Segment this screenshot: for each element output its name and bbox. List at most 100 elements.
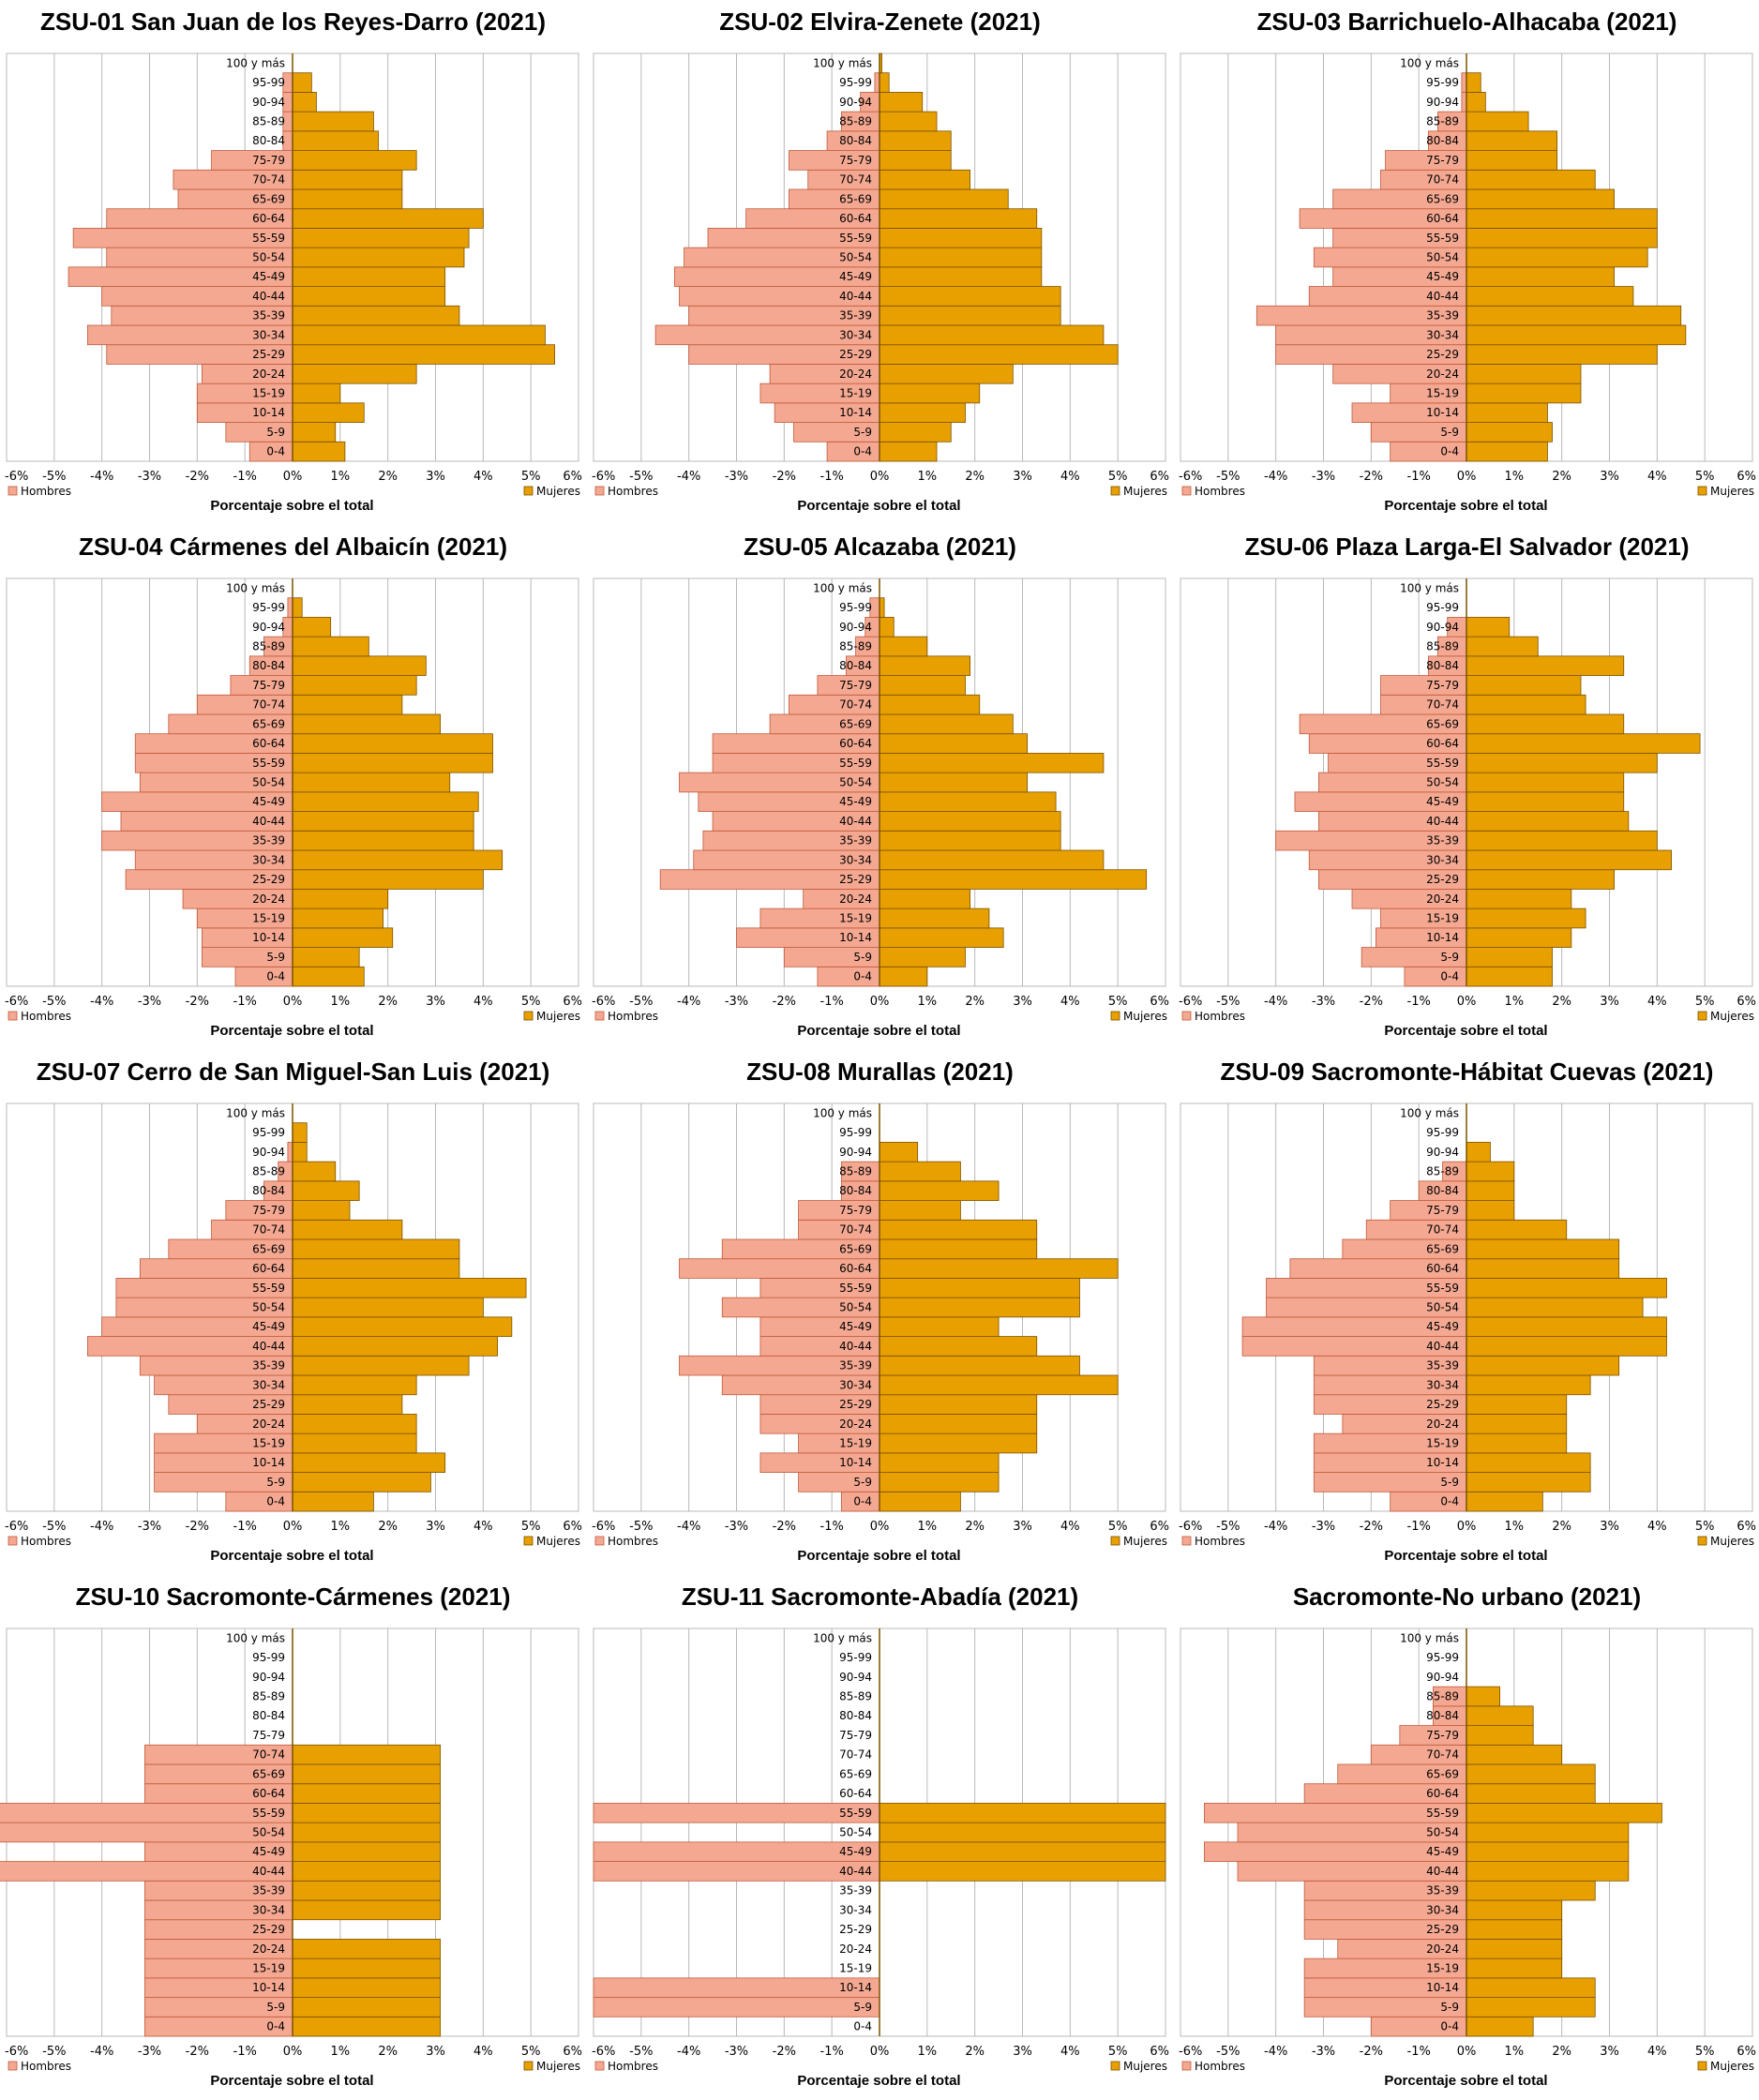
- x-tick-label: -4%: [1264, 2045, 1287, 2059]
- chart-title: ZSU-11 Sacromonte-Abadía (2021): [682, 1582, 1078, 1611]
- x-tick-label: -3%: [1312, 995, 1335, 1009]
- age-label: 60-64: [839, 1262, 872, 1275]
- x-tick-label: 3%: [1013, 995, 1032, 1009]
- pyramid-chart-10: ZSU-10 Sacromonte-Cármenes (2021) 0-4 5-9 1…: [0, 1575, 586, 2100]
- age-label: 80-84: [839, 1184, 872, 1197]
- bar-mujeres: [1466, 694, 1586, 715]
- age-label: 0-4: [853, 1495, 872, 1508]
- age-label: 50-54: [839, 251, 872, 264]
- bar-mujeres: [292, 1491, 374, 1512]
- age-label: 15-19: [839, 387, 872, 400]
- age-label: 65-69: [839, 1767, 872, 1780]
- age-label: 5-9: [266, 426, 285, 439]
- chart-svg: ZSU-01 San Juan de los Reyes-Darro (2021…: [5, 8, 582, 514]
- age-label: 15-19: [252, 1962, 285, 1975]
- age-label: 50-54: [839, 1301, 872, 1314]
- x-tick-label: 5%: [521, 995, 541, 1009]
- x-tick-label: -1%: [1407, 2045, 1431, 2059]
- bar-mujeres: [1466, 150, 1557, 171]
- legend-label-mujeres: Mujeres: [1710, 2060, 1754, 2073]
- chart-title: ZSU-04 Cármenes del Albaicín (2021): [79, 532, 507, 561]
- bar-mujeres: [1466, 402, 1548, 423]
- bar-mujeres: [879, 188, 1009, 210]
- bar-mujeres: [1466, 208, 1658, 229]
- legend-swatch-mujeres: [1697, 1011, 1707, 1021]
- x-tick-label: 3%: [426, 470, 445, 484]
- age-label: 75-79: [252, 1729, 285, 1742]
- pyramid-chart-2: ZSU-02 Elvira-Zenete (2021) 0-4 5-9 10-14 15…: [587, 0, 1173, 525]
- age-label: 65-69: [252, 192, 285, 205]
- legend-swatch-hombres: [594, 486, 605, 496]
- bar-mujeres: [292, 713, 441, 735]
- x-tick-label: -5%: [629, 470, 653, 484]
- bar-mujeres: [1466, 1161, 1515, 1182]
- age-label: 50-54: [252, 1301, 285, 1314]
- bar-mujeres: [292, 1200, 351, 1221]
- x-tick-label: -3%: [725, 2045, 748, 2059]
- bar-mujeres: [1466, 1977, 1596, 1998]
- age-label: 15-19: [252, 1437, 285, 1450]
- age-label: 95-99: [839, 76, 872, 89]
- x-tick-label: -6%: [592, 995, 615, 1009]
- age-label: 0-4: [1440, 970, 1459, 983]
- legend-swatch-mujeres: [1697, 486, 1707, 496]
- age-label: 30-34: [839, 853, 872, 866]
- x-tick-label: 2%: [1552, 2045, 1571, 2059]
- x-tick-label: 4%: [1647, 470, 1667, 484]
- x-axis-label: Porcentaje sobre el total: [797, 1023, 960, 1039]
- x-tick-label: -6%: [1179, 995, 1202, 1009]
- bar-mujeres: [292, 1744, 441, 1765]
- bar-mujeres: [1466, 1958, 1563, 1979]
- age-label: 55-59: [839, 1282, 872, 1295]
- age-label: 75-79: [839, 1729, 872, 1742]
- x-tick-label: -6%: [5, 995, 28, 1009]
- age-label: 80-84: [839, 1709, 872, 1722]
- age-label: 85-89: [839, 1165, 872, 1178]
- x-tick-label: 0%: [283, 995, 303, 1009]
- x-tick-label: -6%: [592, 1520, 615, 1534]
- bar-mujeres: [879, 713, 1014, 735]
- bar-mujeres: [292, 382, 341, 404]
- age-label: 80-84: [252, 659, 285, 672]
- bar-hombres: [593, 1861, 880, 1882]
- age-label: 100 y más: [1400, 1106, 1459, 1119]
- legend-label-hombres: Hombres: [1195, 2060, 1245, 2073]
- x-tick-label: -2%: [773, 2045, 796, 2059]
- bar-mujeres: [1466, 441, 1548, 462]
- bar-hombres: [1461, 92, 1467, 112]
- x-tick-label: 1%: [331, 1520, 351, 1534]
- bar-mujeres: [1466, 966, 1553, 987]
- x-tick-label: 4%: [474, 995, 493, 1009]
- age-label: 90-94: [839, 96, 872, 109]
- age-label: 60-64: [839, 212, 872, 225]
- x-tick-label: 3%: [1013, 1520, 1032, 1534]
- pyramid-chart-7: ZSU-07 Cerro de San Miguel-San Luis (202…: [0, 1050, 586, 1575]
- bar-mujeres: [292, 694, 403, 715]
- age-label: 10-14: [839, 1981, 872, 1994]
- age-label: 80-84: [252, 1709, 285, 1722]
- bar-mujeres: [879, 1278, 1080, 1298]
- age-label: 45-49: [252, 795, 285, 808]
- bar-mujeres: [1466, 169, 1596, 190]
- bar-mujeres: [1466, 675, 1582, 696]
- x-tick-label: 0%: [870, 2045, 890, 2059]
- chart-svg: ZSU-03 Barrichuelo-Alhacaba (2021) 0-4 5-9…: [1179, 8, 1756, 514]
- bar-mujeres: [879, 1200, 961, 1221]
- x-tick-label: -4%: [677, 995, 700, 1009]
- age-label: 95-99: [1426, 601, 1459, 614]
- age-label: 85-89: [1426, 1690, 1459, 1703]
- x-tick-label: 6%: [1150, 995, 1169, 1009]
- bar-mujeres: [879, 402, 966, 423]
- legend-swatch-hombres: [8, 486, 18, 496]
- age-label: 20-24: [252, 1942, 285, 1956]
- age-label: 90-94: [1426, 1146, 1459, 1159]
- pyramid-chart-11: ZSU-11 Sacromonte-Abadía (2021) 0-4 5-9 10-…: [587, 1575, 1173, 2100]
- bar-mujeres: [1466, 1414, 1568, 1434]
- age-label: 60-64: [839, 1787, 872, 1800]
- age-label: 70-74: [252, 698, 285, 712]
- age-label: 25-29: [1426, 1398, 1459, 1411]
- x-tick-label: 5%: [1108, 2045, 1128, 2059]
- x-tick-label: 2%: [965, 470, 985, 484]
- age-label: 85-89: [252, 640, 285, 653]
- bar-mujeres: [879, 947, 966, 968]
